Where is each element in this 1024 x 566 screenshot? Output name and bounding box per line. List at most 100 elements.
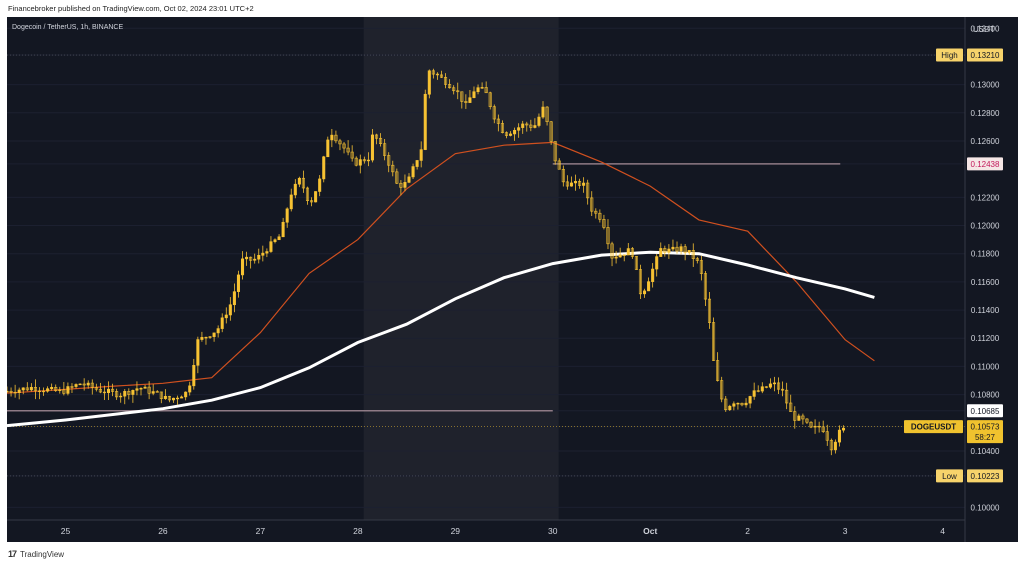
candle-body [764, 386, 768, 388]
candle-body [204, 336, 208, 339]
time-tick-label: 27 [256, 526, 266, 536]
candle-body [504, 132, 508, 136]
candle-body [435, 73, 439, 76]
candle-body [387, 155, 391, 166]
candle-body [127, 391, 131, 395]
time-tick-label: 4 [940, 526, 945, 536]
candle-body [655, 256, 659, 270]
candle-body [98, 388, 102, 393]
candle-body [46, 388, 50, 392]
candle-body [444, 76, 448, 85]
time-tick-label: Oct [643, 526, 657, 536]
moving-averages [6, 141, 875, 428]
price-tick-label: 0.12000 [971, 222, 1000, 231]
candle-body [249, 256, 253, 261]
candle-body [545, 106, 549, 122]
candle-body [415, 160, 419, 167]
candle-body [78, 383, 82, 386]
candle-body [111, 388, 115, 392]
candle-body [171, 397, 176, 401]
candle-body [525, 123, 529, 126]
bar-countdown: 58:27 [975, 433, 996, 442]
candle-body [17, 389, 21, 393]
price-tick-label: 0.13400 [971, 24, 1000, 33]
price-tick-label: 0.10400 [971, 447, 1000, 456]
candle-body [115, 391, 119, 398]
candle-body [82, 383, 86, 386]
support-label-bg [967, 404, 1003, 418]
candle-body [139, 388, 143, 390]
candle-body [643, 290, 647, 295]
price-tick-label: 0.10685 [971, 407, 1000, 416]
current-price-label-bg [967, 420, 1003, 444]
candle-body [622, 254, 626, 256]
candle-body [176, 397, 180, 400]
candle-body [744, 402, 748, 406]
candle-body [634, 256, 638, 270]
chart-frame[interactable]: 0.13400 0.13210 0.13000 0.12800 0.12600 0.124… [5, 17, 1018, 542]
candle-body [318, 178, 322, 192]
candle-body [106, 388, 111, 394]
time-tick-label: 3 [843, 526, 848, 536]
candle-body [618, 254, 622, 258]
price-chart[interactable]: 0.13400 0.13210 0.13000 0.12800 0.12600 0.124… [5, 17, 1018, 542]
candle-body [33, 386, 37, 392]
candle-body [626, 248, 630, 256]
candle-body [781, 388, 785, 391]
candle-body [716, 360, 720, 381]
candle-body [29, 386, 33, 391]
candle-body [549, 121, 553, 142]
horizontal-levels [7, 54, 965, 477]
candle-body [707, 298, 712, 323]
candle-body [42, 390, 46, 393]
candle-body [517, 127, 521, 131]
candle-body [411, 166, 415, 178]
candle-body [630, 248, 634, 257]
candle-body [261, 252, 265, 256]
candle-body [301, 177, 305, 189]
candle-body [736, 402, 740, 405]
candle-body [277, 236, 281, 241]
candle-body [472, 91, 476, 98]
price-axis[interactable]: 0.13400 0.13210 0.13000 0.12800 0.12600 0.124… [904, 24, 1003, 512]
candle-body [578, 181, 582, 186]
candle-body [801, 415, 805, 420]
candle-body [102, 391, 106, 394]
time-axis[interactable]: 25 26 27 28 29 30 Oct 2 3 4 [61, 526, 945, 536]
candle-body [362, 159, 366, 162]
candle-body [772, 382, 776, 385]
candle-body [825, 431, 829, 441]
candle-body [728, 405, 732, 411]
currency-label: USDT [973, 25, 995, 34]
price-tick-label: 0.12200 [971, 193, 1000, 202]
candle-body [236, 274, 240, 292]
candle-body [322, 156, 326, 180]
candle-body [273, 239, 277, 242]
candle-body [509, 133, 513, 136]
candle-body [590, 197, 594, 212]
candle-body [740, 402, 744, 406]
candle-body [797, 415, 801, 421]
candle-body [155, 391, 159, 393]
footer-bar: 17 TradingView [8, 546, 64, 562]
candle-body [793, 411, 797, 421]
price-tick-label: 0.13210 [971, 51, 1000, 60]
candle-body [94, 387, 98, 390]
price-tick-label: 0.10800 [971, 391, 1000, 400]
candle-body [399, 182, 403, 188]
candle-body [748, 396, 752, 404]
candle-body [521, 123, 525, 128]
price-tick-label: 0.12438 [971, 160, 1000, 169]
price-tick-label: 0.11200 [971, 334, 1000, 343]
price-tick-label: 0.11600 [971, 278, 1000, 287]
price-tick-label: 0.10223 [971, 472, 1000, 481]
candle-body [602, 219, 606, 228]
candle-body [123, 391, 127, 397]
candle-body [346, 147, 350, 153]
candle-body [228, 304, 232, 316]
moving-average-short [6, 141, 875, 394]
candle-body [541, 106, 545, 118]
candle-body [760, 386, 764, 392]
candle-body [74, 384, 78, 387]
price-tick-label: 0.12800 [971, 109, 1000, 118]
